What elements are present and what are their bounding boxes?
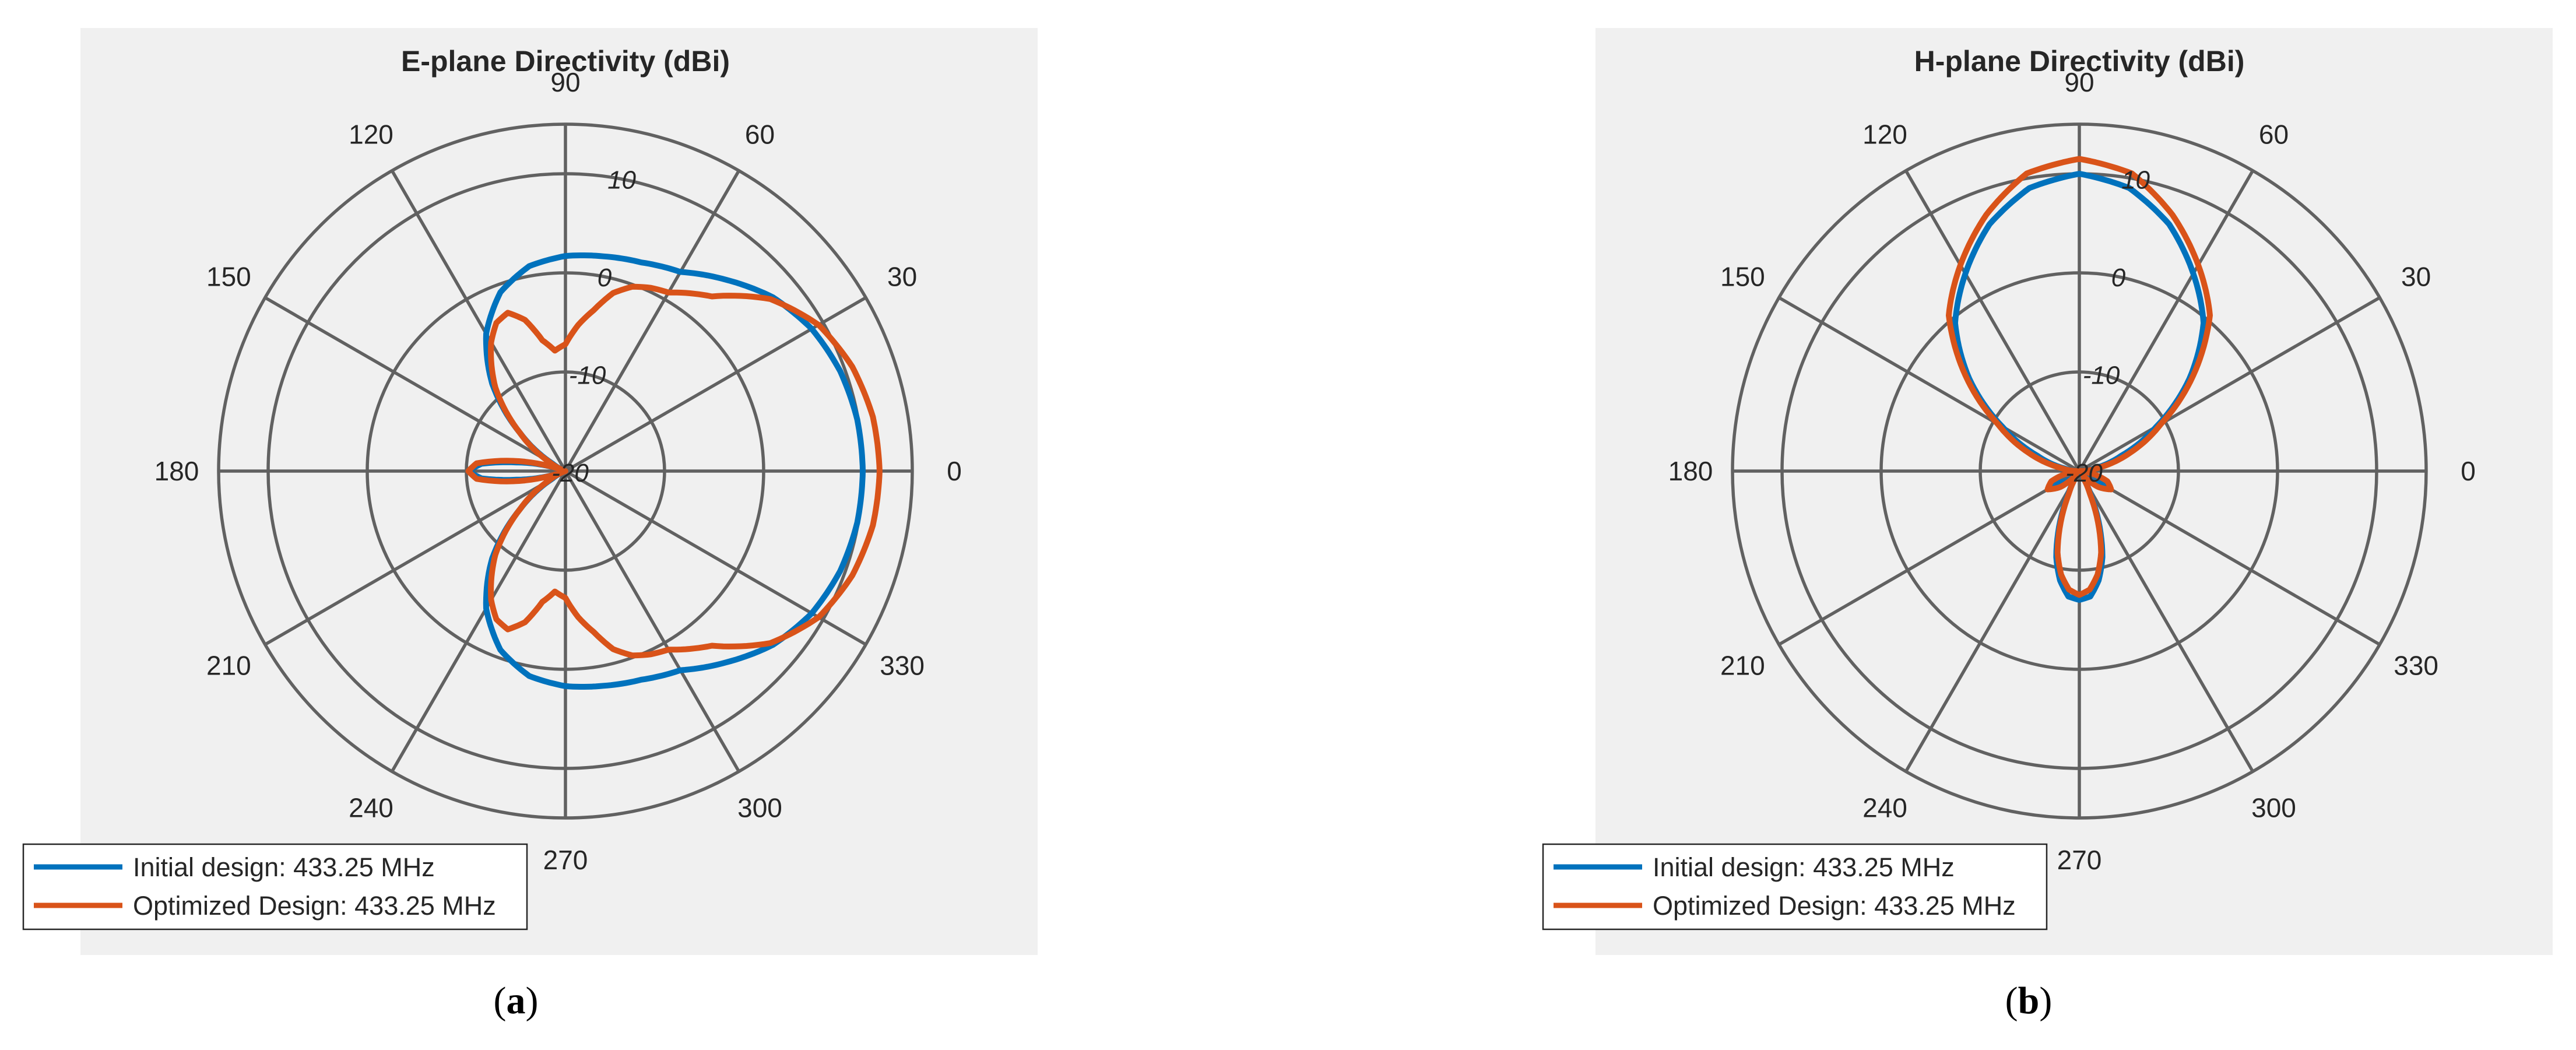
panel-b-angle-tick-label: 60 (2259, 119, 2289, 149)
panel-a-angle-tick-label: 0 (947, 456, 962, 486)
panel-b-radial-tick-label: -10 (2083, 361, 2120, 390)
panel-a-angle-tick-label: 210 (206, 651, 251, 681)
panel-b-angle-tick-label: 90 (2064, 67, 2094, 97)
panel-b-legend-box (1542, 843, 2048, 930)
panel-b-caption: (b) (2005, 979, 2053, 1022)
panel-a-angle-tick-label: 270 (543, 845, 588, 875)
panel-b-angle-tick-label: 150 (1720, 262, 1765, 292)
panel-b-angle-tick-label: 30 (2401, 262, 2431, 292)
panel-b-polar-plot: 0 30 60 90 120 150 180 210 240 270 300 330 -20 -10 0 10 (1668, 67, 2476, 875)
panel-b-spoke (2078, 470, 2254, 772)
panel-a-series-optimized (465, 283, 883, 659)
panel-a-polar-plot: 0 30 60 90 120 150 180 210 240 270 300 330 -20 -10 0 10 (154, 67, 962, 875)
panel-b-angle-tick-label: 270 (2057, 845, 2102, 875)
panel-a-background (80, 28, 1038, 955)
panel-b-legend[interactable]: Initial design: 433.25 MHz Optimized Des… (1542, 843, 2048, 930)
panel-a-legend[interactable]: Initial design: 433.25 MHz Optimized Des… (22, 843, 528, 930)
panel-b-angle-tick-label: 240 (1862, 793, 1907, 823)
panel-a: E-plane Directivity (dBi) 0 30 60 90 120 150 1… (22, 28, 1038, 1022)
panel-a-radial-tick-label: 10 (607, 166, 636, 195)
panel-b-radial-tick-label: -20 (2065, 459, 2103, 487)
panel-b-spoke (2078, 296, 2381, 473)
panel-a-angle-tick-label: 30 (887, 262, 917, 292)
panel-a-angle-tick-label: 240 (349, 793, 393, 823)
panel-a-spoke (391, 470, 567, 772)
panel-b-title: H-plane Directivity (dBi) (1914, 45, 2245, 78)
panel-a-grid (217, 122, 914, 820)
panel-a-spoke (564, 470, 740, 772)
panel-a-spoke (391, 170, 567, 472)
panel-a-angle-tick-label: 300 (737, 793, 782, 823)
panel-a-legend-label-optimized: Optimized Design: 433.25 MHz (133, 891, 496, 921)
panel-a-radial-tick-label: -10 (569, 361, 606, 390)
panel-b-angle-tick-label: 330 (2394, 651, 2438, 681)
panel-a-spoke (264, 296, 567, 473)
panel-b-angle-tick-label: 210 (1720, 651, 1765, 681)
panel-b-legend-label-initial: Initial design: 433.25 MHz (1653, 852, 1955, 882)
panel-a-angle-tick-label: 180 (154, 456, 199, 486)
panel-a-angle-tick-label: 330 (880, 651, 925, 681)
panel-a-angle-tick-label: 150 (206, 262, 251, 292)
panel-a-spoke (264, 469, 567, 646)
panel-b-spoke (1778, 296, 2081, 473)
panel-a-title: E-plane Directivity (dBi) (401, 45, 730, 78)
panel-a-angle-tick-label: 60 (745, 119, 775, 149)
panel-b-radial-tick-label: 10 (2121, 166, 2150, 195)
panel-a-radial-tick-label: 0 (598, 264, 612, 292)
panel-b-background (1595, 28, 2553, 955)
panel-a-spoke (564, 296, 867, 473)
panel-b-angle-tick-label: 180 (1668, 456, 1713, 486)
panel-a-caption: (a) (494, 979, 539, 1022)
panel-b-legend-label-optimized: Optimized Design: 433.25 MHz (1653, 891, 2016, 921)
panel-b-spoke (1778, 469, 2081, 646)
panel-a-spoke (564, 170, 740, 472)
panel-b-angle-tick-label: 120 (1862, 119, 1907, 149)
panel-a-radial-tick-label: -20 (551, 459, 589, 487)
panel-a-angle-tick-label: 120 (349, 119, 393, 149)
panel-b-angle-tick-label: 300 (2251, 793, 2296, 823)
panel-b-caption-letter: b (2018, 979, 2040, 1022)
panel-a-legend-label-initial: Initial design: 433.25 MHz (133, 852, 435, 882)
panel-b-spoke (1904, 170, 2081, 472)
panel-b-series-optimized (1946, 156, 2213, 598)
panel-a-legend-box (22, 843, 528, 930)
panel-a-caption-letter: a (507, 979, 526, 1022)
panel-a-spoke (564, 469, 867, 646)
panel-b-spoke (1904, 470, 2081, 772)
panel-b: H-plane Directivity (dBi) 0 30 60 90 120 150 1… (1542, 28, 2553, 1022)
panel-b-angle-tick-label: 0 (2461, 456, 2476, 486)
panel-b-spoke (2078, 170, 2254, 472)
panel-a-angle-tick-label: 90 (550, 67, 580, 97)
panel-b-spoke (2078, 469, 2381, 646)
panel-b-radial-tick-label: 0 (2111, 264, 2126, 292)
